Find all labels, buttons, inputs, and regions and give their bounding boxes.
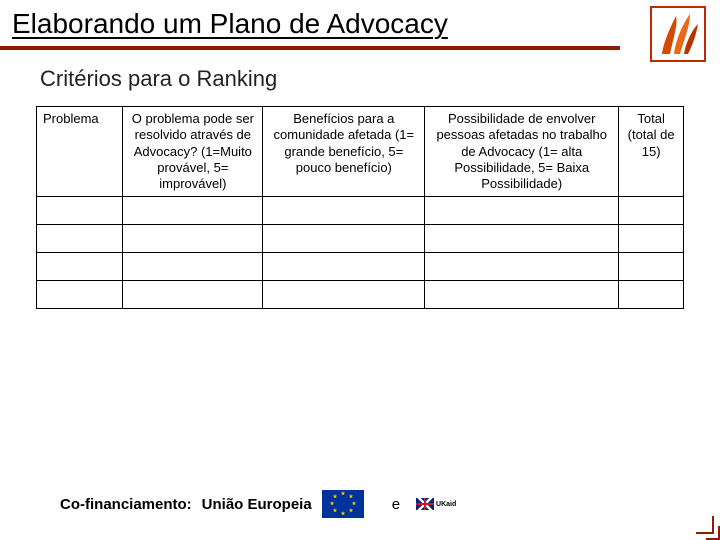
brand-logo (650, 6, 706, 62)
footer-label: Co-financiamento: (60, 496, 192, 513)
criteria-table: Problema O problema pode ser resolvido a… (36, 106, 684, 309)
col-header-problema: Problema (37, 107, 123, 197)
col-header-advocacy: O problema pode ser resolvido através de… (123, 107, 263, 197)
table-row (37, 253, 684, 281)
section-subtitle: Critérios para o Ranking (0, 42, 720, 106)
ukaid-text: UKaid (436, 501, 456, 508)
col-header-total: Total (total de 15) (619, 107, 684, 197)
page-title: Elaborando um Plano de Advocacy (0, 0, 720, 42)
col-header-possibilidade: Possibilidade de envolver pessoas afetad… (425, 107, 619, 197)
footer: Co-financiamento: União Europeia ★ ★ ★ ★… (60, 490, 456, 518)
col-header-beneficios: Benefícios para a comunidade afetada (1=… (263, 107, 425, 197)
ukaid-logo: UKaid (416, 498, 456, 510)
table-row (37, 197, 684, 225)
footer-joiner: e (392, 496, 400, 513)
uk-flag-icon (416, 498, 434, 510)
footer-partner-eu: União Europeia (202, 496, 312, 513)
criteria-table-wrap: Problema O problema pode ser resolvido a… (0, 106, 720, 309)
table-header-row: Problema O problema pode ser resolvido a… (37, 107, 684, 197)
table-row (37, 281, 684, 309)
table-row (37, 225, 684, 253)
title-underline (0, 46, 620, 50)
eu-flag-icon: ★ ★ ★ ★ ★ ★ ★ ★ (322, 490, 364, 518)
corner-decoration-icon (696, 516, 714, 534)
